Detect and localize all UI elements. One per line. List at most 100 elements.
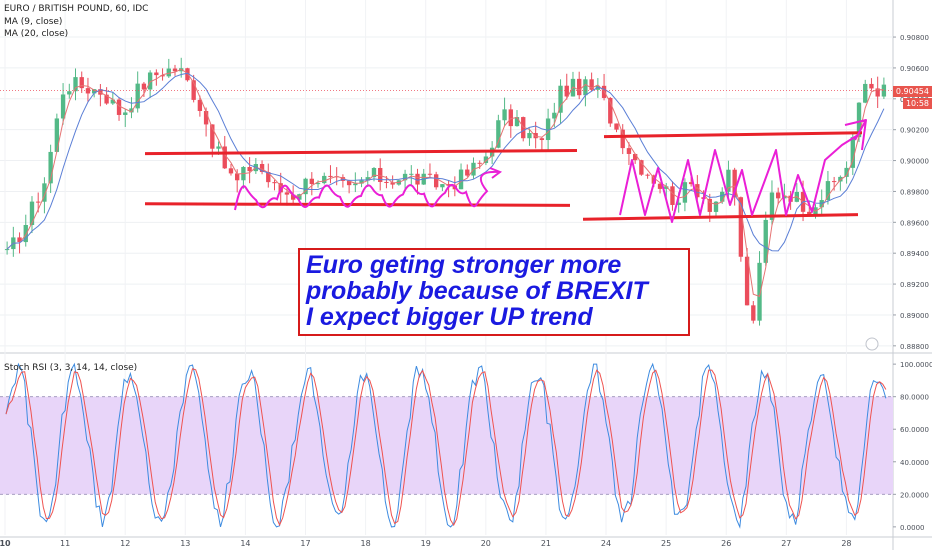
- rsi-tick-label: 40.0000: [900, 459, 929, 467]
- time-tick-label: 13: [180, 539, 190, 548]
- price-tick-label: 0.89000: [900, 312, 929, 320]
- rsi-tick-label: 80.0000: [900, 394, 929, 402]
- candle-body: [558, 85, 563, 113]
- candle-body: [346, 180, 352, 186]
- candle-body: [147, 72, 153, 90]
- time-tick-label: 11: [60, 539, 70, 548]
- candle-body: [782, 195, 787, 199]
- candle-body: [365, 177, 370, 181]
- candle-body: [315, 183, 321, 185]
- candle-body: [881, 84, 887, 97]
- resistance-line-2: [603, 131, 863, 139]
- candle-body: [614, 123, 619, 130]
- rsi-tick-label: 0.0000: [900, 524, 925, 532]
- candle-body: [378, 167, 383, 182]
- candle-body: [203, 110, 209, 125]
- candle-body: [583, 79, 588, 96]
- time-tick-label: 24: [601, 539, 611, 548]
- last-price-label: 0.90454: [892, 86, 932, 97]
- candle-body: [664, 186, 669, 189]
- candle-body: [104, 94, 109, 104]
- candle-body: [688, 182, 694, 185]
- candle-body: [502, 109, 507, 121]
- candle-body: [290, 194, 296, 200]
- support-line-2: [582, 213, 859, 221]
- candle-body: [415, 173, 420, 185]
- candle-body: [682, 182, 688, 203]
- candle-body: [427, 173, 433, 175]
- candle-body: [869, 83, 874, 89]
- candle-body: [458, 169, 464, 190]
- candle-body: [751, 305, 756, 321]
- candle-body: [129, 108, 134, 113]
- price-tick-label: 0.90000: [900, 158, 929, 166]
- candle-body: [216, 146, 221, 149]
- candle-body: [191, 80, 196, 100]
- candle-body: [433, 174, 439, 188]
- candle-body: [657, 183, 663, 189]
- candle-body: [266, 172, 271, 183]
- candle-body: [67, 91, 72, 95]
- candle-body: [160, 75, 165, 77]
- candle-body: [297, 194, 302, 200]
- candle-body: [17, 237, 22, 243]
- candle-body: [154, 72, 159, 76]
- symbol-legend[interactable]: EURO / BRITISH POUND, 60, IDC: [4, 4, 149, 14]
- candle-body: [440, 184, 445, 188]
- candle-body: [222, 146, 227, 169]
- candle-body: [545, 118, 551, 141]
- drawing-scribble-2: [619, 119, 867, 223]
- candle-body: [371, 167, 377, 178]
- candle-body: [552, 112, 557, 119]
- candle-body: [850, 137, 855, 168]
- stoch-rsi-legend[interactable]: Stoch RSI (3, 3, 14, 14, close): [4, 363, 138, 373]
- price-tick-label: 0.89200: [900, 281, 929, 289]
- time-tick-label: 27: [781, 539, 791, 548]
- rsi-band-fill: [0, 396, 893, 495]
- ma-slow-legend[interactable]: MA (20, close): [4, 29, 69, 39]
- candle-body: [763, 219, 768, 263]
- candle-body: [259, 164, 265, 173]
- ma-fast-legend[interactable]: MA (9, close): [4, 17, 63, 27]
- candle-body: [483, 156, 489, 164]
- candle-body: [539, 138, 545, 141]
- candle-body: [54, 118, 60, 152]
- price-tick-label: 0.89600: [900, 219, 929, 227]
- candle-body: [769, 192, 775, 220]
- candle-body: [185, 68, 190, 81]
- candle-body: [757, 262, 762, 321]
- candle-body: [626, 148, 632, 154]
- candle-body: [856, 102, 862, 138]
- time-tick-label: 21: [541, 539, 551, 548]
- candle-body: [645, 174, 650, 176]
- candle-body: [533, 133, 538, 139]
- candle-body: [278, 183, 283, 193]
- candle-body: [79, 77, 84, 89]
- candle-body: [172, 68, 178, 72]
- candle-body: [23, 224, 28, 243]
- price-tick-label: 0.90200: [900, 127, 929, 135]
- annotation-box[interactable]: Euro geting stronger more probably becau…: [298, 248, 690, 336]
- candle-body: [309, 178, 314, 185]
- time-tick-label: 26: [721, 539, 731, 548]
- time-tick-label: 19: [421, 539, 431, 548]
- candle-body: [676, 202, 681, 205]
- candle-body: [166, 68, 171, 77]
- candle-body: [42, 183, 47, 202]
- time-tick-label: 25: [661, 539, 671, 548]
- candle-body: [60, 94, 66, 119]
- resistance-line-1: [144, 149, 578, 156]
- candle-body: [732, 169, 737, 198]
- candle-body: [465, 169, 470, 176]
- candle-body: [863, 83, 868, 103]
- candle-body: [744, 256, 750, 306]
- candle-body: [620, 129, 625, 149]
- candle-body: [272, 182, 277, 184]
- candle-body: [384, 181, 389, 183]
- stoch-rsi-d-line: [5, 368, 887, 527]
- candle-body: [577, 78, 582, 96]
- rsi-tick-label: 60.0000: [900, 426, 929, 434]
- candle-body: [409, 173, 414, 175]
- candle-body: [564, 85, 569, 97]
- candle-body: [135, 83, 140, 109]
